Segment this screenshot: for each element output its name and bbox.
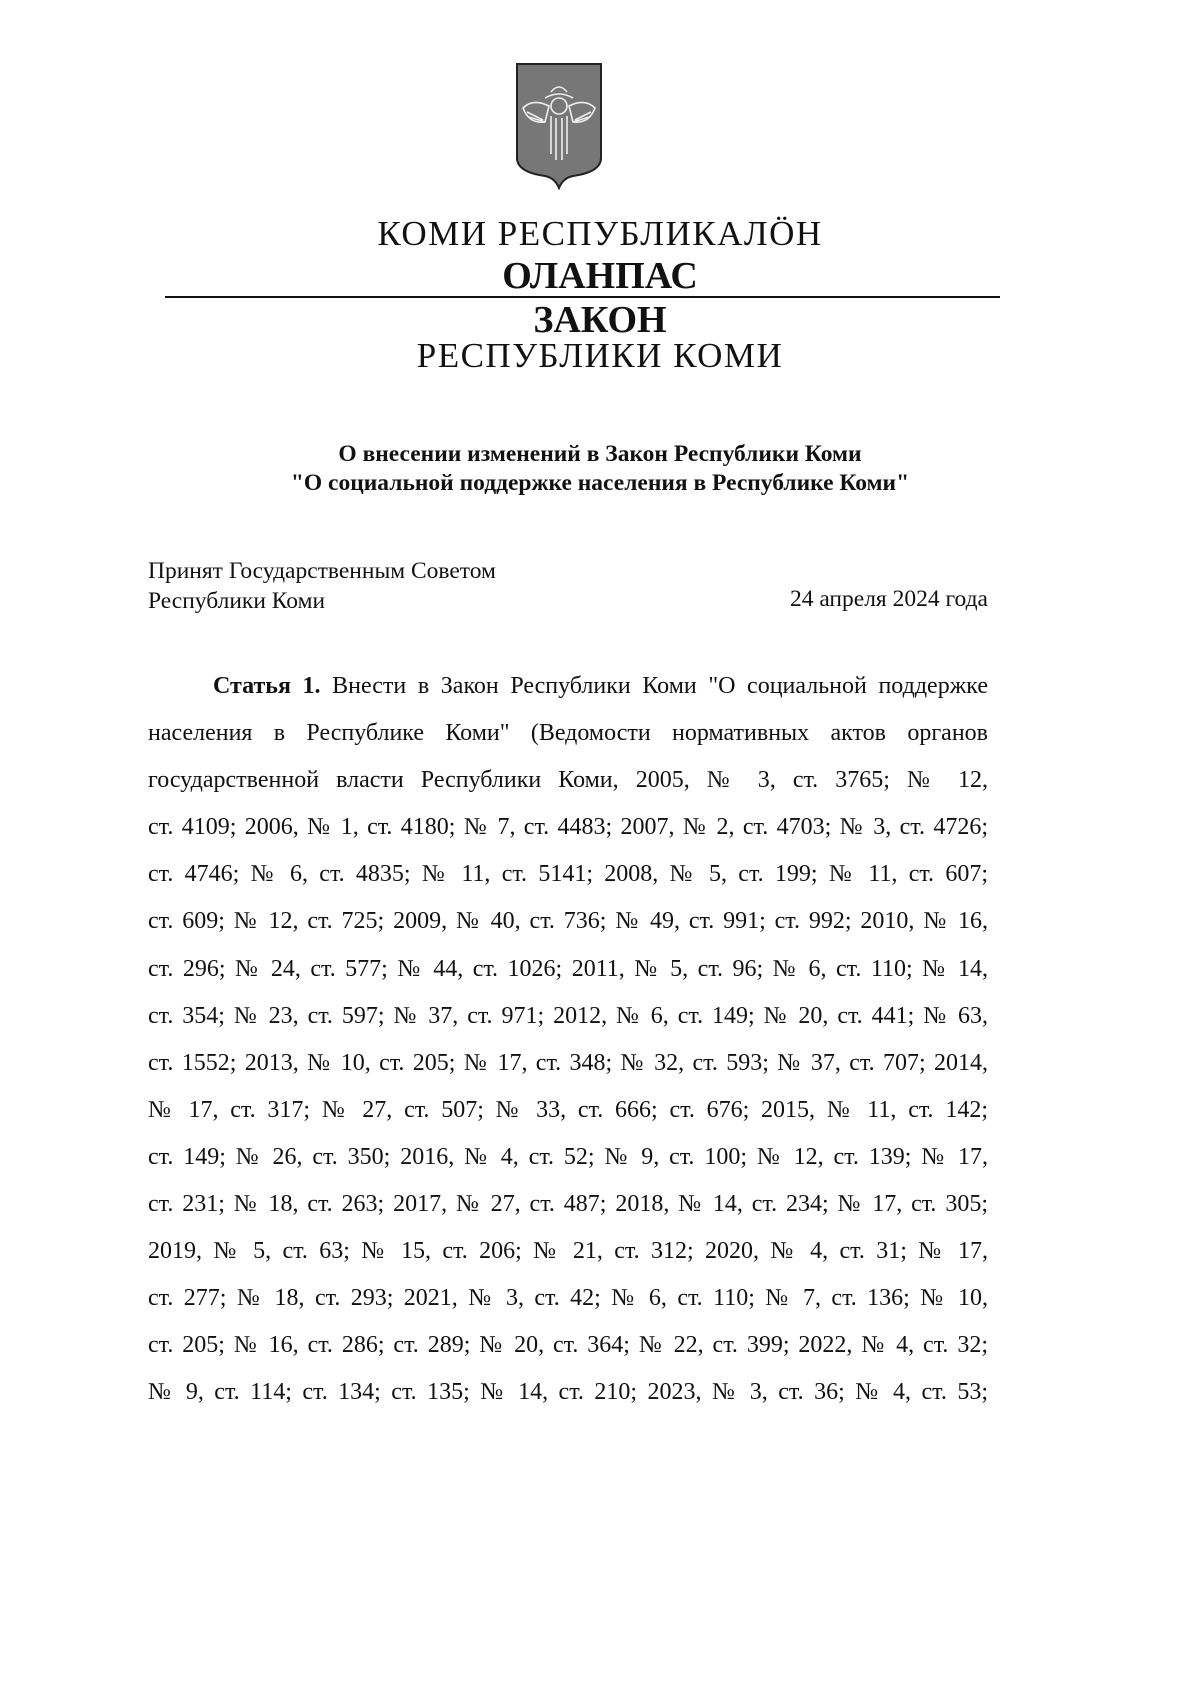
article-line-text: ст. 1552; 2013, № 10, ст. 205; № 17, ст.… bbox=[148, 1049, 988, 1076]
adoption-line-2: Республики Коми bbox=[148, 588, 326, 614]
article-line-text: ст. 149; № 26, ст. 350; 2016, № 4, ст. 5… bbox=[148, 1143, 988, 1170]
article-line-text: ст. 277; № 18, ст. 293; 2021, № 3, ст. 4… bbox=[148, 1285, 988, 1312]
law-title-line-2: "О социальной поддержке населения в Респ… bbox=[290, 470, 910, 496]
komi-republic-heading: КОМИ РЕСПУБЛИКАЛÖН bbox=[377, 214, 823, 253]
article-line: № 9, ст. 114; ст. 134; ст. 135; № 14, ст… bbox=[148, 1376, 988, 1423]
article-line: ст. 4746; № 6, ст. 4835; № 11, ст. 5141;… bbox=[148, 858, 988, 905]
article-line-text: ст. 354; № 23, ст. 597; № 37, ст. 971; 2… bbox=[148, 1002, 988, 1029]
article-line: ст. 296; № 24, ст. 577; № 44, ст. 1026; … bbox=[148, 953, 988, 1000]
article-line-text: населения в Республике Коми" (Ведомости … bbox=[148, 720, 988, 747]
article-line-text: ст. 609; № 12, ст. 725; 2009, № 40, ст. … bbox=[148, 908, 988, 935]
article-line: государственной власти Республики Коми, … bbox=[148, 764, 988, 811]
article-line: № 17, ст. 317; № 27, ст. 507; № 33, ст. … bbox=[148, 1094, 988, 1141]
article-line-text: ст. 296; № 24, ст. 577; № 44, ст. 1026; … bbox=[148, 955, 988, 982]
article-line: Статья 1. Внести в Закон Республики Коми… bbox=[148, 670, 988, 717]
article-line: ст. 4109; 2006, № 1, ст. 4180; № 7, ст. … bbox=[148, 811, 988, 858]
law-title: О внесении изменений в Закон Республики … bbox=[0, 440, 1200, 498]
article-line-text: № 9, ст. 114; ст. 134; ст. 135; № 14, ст… bbox=[148, 1379, 988, 1406]
law-type: ЗАКОН bbox=[533, 299, 667, 341]
article-line: ст. 277; № 18, ст. 293; 2021, № 3, ст. 4… bbox=[148, 1282, 988, 1329]
article-line-text: государственной власти Республики Коми, … bbox=[148, 767, 988, 794]
article-line-text: ст. 4109; 2006, № 1, ст. 4180; № 7, ст. … bbox=[148, 814, 988, 841]
law-title-line-1: О внесении изменений в Закон Республики … bbox=[338, 441, 862, 467]
header-divider bbox=[165, 296, 1000, 298]
article-line-text: ст. 4746; № 6, ст. 4835; № 11, ст. 5141;… bbox=[148, 861, 988, 888]
article-line: ст. 1552; 2013, № 10, ст. 205; № 17, ст.… bbox=[148, 1047, 988, 1094]
article-label: Статья 1. bbox=[213, 673, 321, 699]
adoption-date: 24 апреля 2024 года bbox=[789, 586, 988, 612]
article-line: ст. 205; № 16, ст. 286; ст. 289; № 20, с… bbox=[148, 1329, 988, 1376]
article-line-text: ст. 231; № 18, ст. 263; 2017, № 27, ст. … bbox=[148, 1191, 988, 1218]
article-line: 2019, № 5, ст. 63; № 15, ст. 206; № 21, … bbox=[148, 1235, 988, 1282]
article-line-text: ст. 205; № 16, ст. 286; ст. 289; № 20, с… bbox=[148, 1332, 988, 1359]
komi-law-type: ОЛАНПАС bbox=[502, 255, 698, 297]
article-line: ст. 609; № 12, ст. 725; 2009, № 40, ст. … bbox=[148, 905, 988, 952]
article-1-text: Статья 1. Внести в Закон Республики Коми… bbox=[148, 670, 988, 1424]
article-line-text: № 17, ст. 317; № 27, ст. 507; № 33, ст. … bbox=[148, 1096, 988, 1123]
republic-heading: РЕСПУБЛИКИ КОМИ bbox=[416, 336, 784, 375]
article-line-text: Внести в Закон Республики Коми "О социал… bbox=[332, 673, 988, 699]
article-line: ст. 354; № 23, ст. 597; № 37, ст. 971; 2… bbox=[148, 1000, 988, 1047]
adoption-line-1: Принят Государственным Советом bbox=[148, 558, 496, 584]
article-line-text: 2019, № 5, ст. 63; № 15, ст. 206; № 21, … bbox=[148, 1238, 988, 1265]
article-line: ст. 149; № 26, ст. 350; 2016, № 4, ст. 5… bbox=[148, 1141, 988, 1188]
article-line: населения в Республике Коми" (Ведомости … bbox=[148, 717, 988, 764]
coat-of-arms-emblem bbox=[515, 62, 603, 191]
article-line: ст. 231; № 18, ст. 263; 2017, № 27, ст. … bbox=[148, 1188, 988, 1235]
adoption-statement: Принят Государственным Советом Республик… bbox=[148, 556, 496, 616]
